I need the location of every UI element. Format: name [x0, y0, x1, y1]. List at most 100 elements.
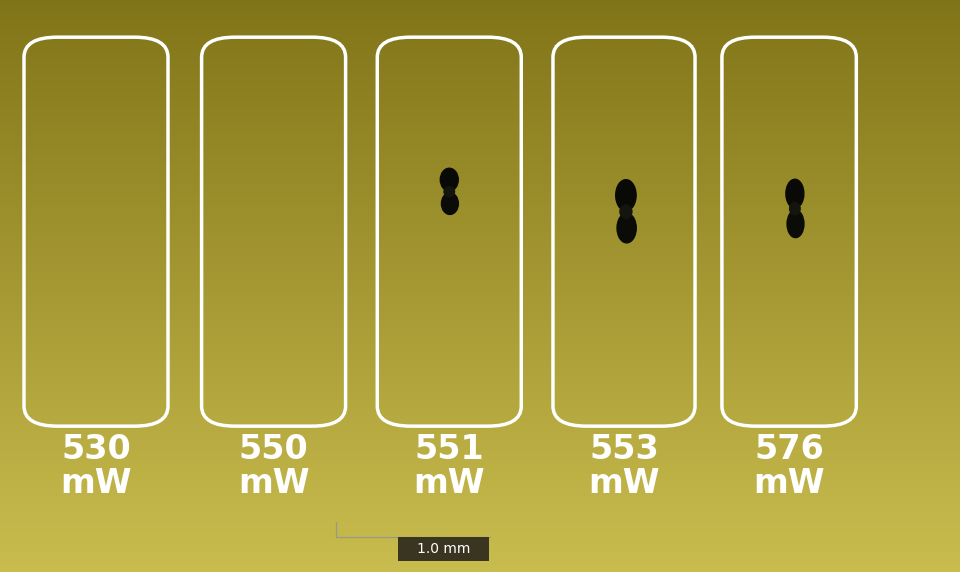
- Bar: [0, 126, 960, 128]
- Bar: [0, 393, 960, 395]
- Bar: [0, 309, 960, 311]
- Bar: [0, 282, 960, 284]
- Bar: [0, 566, 960, 568]
- Bar: [0, 239, 960, 240]
- Bar: [0, 0, 960, 2]
- Bar: [0, 30, 960, 33]
- Bar: [0, 530, 960, 532]
- Bar: [0, 296, 960, 297]
- Bar: [0, 246, 960, 248]
- Bar: [0, 269, 960, 271]
- Bar: [0, 276, 960, 279]
- Bar: [0, 221, 960, 223]
- Bar: [0, 248, 960, 250]
- Bar: [0, 193, 960, 194]
- Bar: [0, 244, 960, 246]
- Bar: [0, 210, 960, 212]
- Bar: [0, 532, 960, 534]
- Bar: [0, 456, 960, 458]
- Bar: [0, 280, 960, 282]
- Bar: [0, 562, 960, 565]
- Bar: [0, 359, 960, 360]
- Bar: [0, 423, 960, 425]
- Bar: [0, 549, 960, 551]
- Bar: [0, 231, 960, 233]
- Bar: [0, 177, 960, 179]
- Bar: [0, 336, 960, 337]
- Bar: [0, 217, 960, 219]
- Bar: [0, 259, 960, 261]
- Bar: [0, 82, 960, 84]
- Bar: [0, 534, 960, 536]
- Bar: [0, 181, 960, 183]
- Bar: [0, 351, 960, 353]
- Bar: [0, 297, 960, 299]
- Bar: [0, 355, 960, 356]
- Bar: [0, 179, 960, 181]
- Bar: [0, 526, 960, 528]
- Bar: [0, 105, 960, 107]
- Bar: [0, 303, 960, 305]
- Bar: [0, 122, 960, 124]
- Bar: [0, 496, 960, 498]
- Bar: [0, 198, 960, 200]
- Bar: [0, 311, 960, 313]
- Bar: [0, 23, 960, 25]
- Bar: [0, 444, 960, 446]
- Bar: [0, 498, 960, 499]
- Bar: [0, 240, 960, 242]
- Bar: [0, 452, 960, 454]
- Bar: [0, 402, 960, 404]
- Bar: [0, 42, 960, 44]
- Bar: [0, 316, 960, 319]
- Bar: [0, 473, 960, 475]
- Bar: [0, 253, 960, 256]
- Bar: [0, 233, 960, 235]
- Bar: [0, 440, 960, 442]
- Bar: [0, 97, 960, 99]
- Bar: [0, 162, 960, 164]
- Bar: [0, 364, 960, 366]
- Bar: [0, 166, 960, 168]
- Bar: [0, 448, 960, 450]
- Bar: [0, 551, 960, 553]
- Bar: [0, 568, 960, 570]
- Bar: [0, 19, 960, 21]
- Bar: [0, 164, 960, 166]
- Bar: [0, 267, 960, 269]
- Bar: [0, 542, 960, 543]
- Bar: [0, 482, 960, 484]
- Bar: [0, 96, 960, 97]
- Bar: [0, 118, 960, 120]
- Bar: [0, 6, 960, 7]
- Bar: [0, 57, 960, 59]
- Bar: [0, 156, 960, 158]
- Bar: [0, 505, 960, 507]
- Bar: [0, 61, 960, 63]
- Text: 530: 530: [61, 432, 131, 466]
- Bar: [0, 439, 960, 440]
- Bar: [0, 565, 960, 566]
- Bar: [0, 290, 960, 292]
- Bar: [0, 10, 960, 11]
- Text: mW: mW: [754, 467, 825, 500]
- Bar: [0, 543, 960, 545]
- Bar: [0, 15, 960, 17]
- Bar: [0, 275, 960, 276]
- Bar: [0, 480, 960, 482]
- Bar: [0, 172, 960, 173]
- Bar: [0, 273, 960, 275]
- Bar: [0, 133, 960, 136]
- Bar: [0, 130, 960, 132]
- Text: 551: 551: [415, 432, 484, 466]
- Bar: [0, 92, 960, 93]
- Bar: [0, 88, 960, 90]
- Bar: [0, 459, 960, 462]
- Bar: [0, 539, 960, 542]
- Bar: [0, 223, 960, 225]
- Bar: [0, 433, 960, 435]
- Bar: [0, 320, 960, 322]
- Bar: [0, 160, 960, 162]
- Bar: [0, 73, 960, 74]
- Bar: [0, 67, 960, 69]
